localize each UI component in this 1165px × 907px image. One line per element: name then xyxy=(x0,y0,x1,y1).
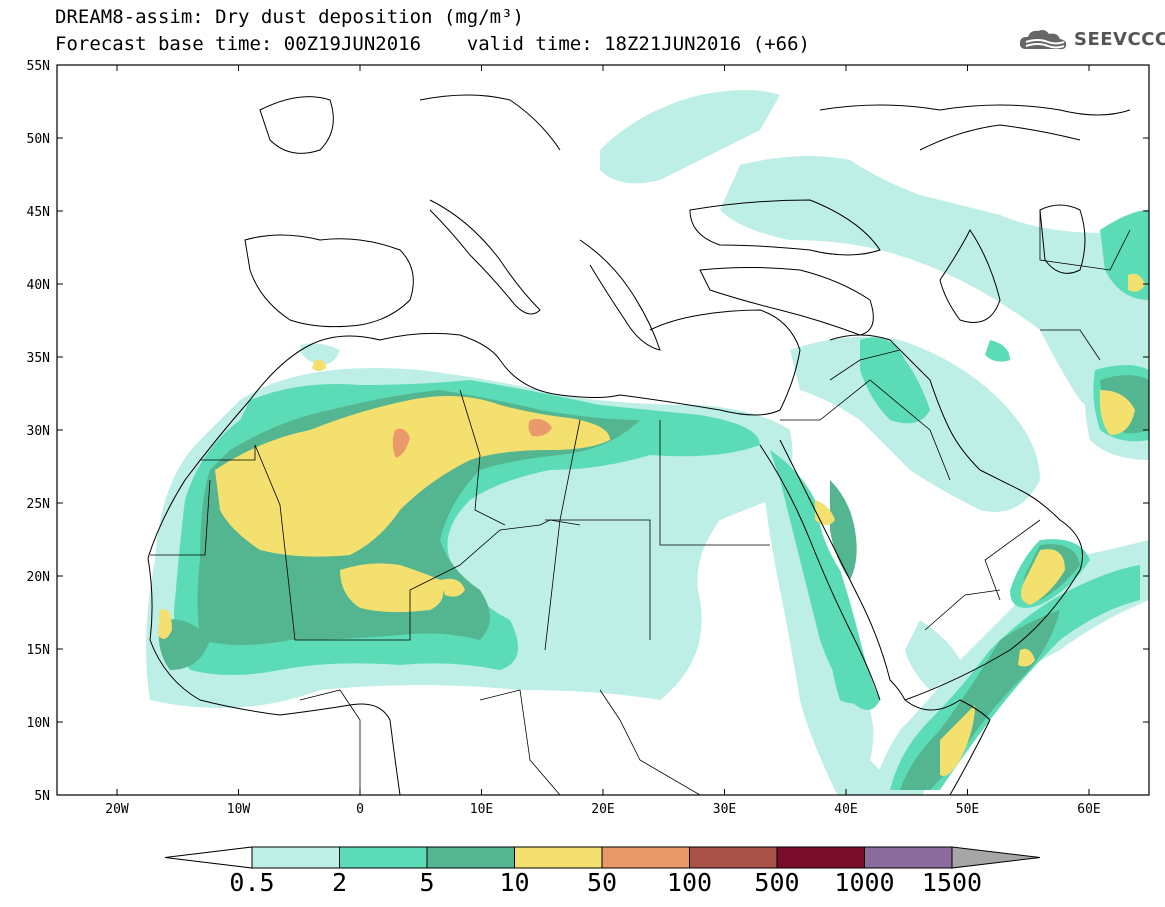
colorbar-bin xyxy=(514,846,603,869)
colorbar-label: 500 xyxy=(754,868,800,897)
colorbar-label: 1500 xyxy=(921,868,983,897)
dust-contours xyxy=(146,90,1149,795)
colorbar-label: 100 xyxy=(666,868,713,897)
lon-label: 30E xyxy=(713,802,736,817)
lon-label: 20W xyxy=(105,802,129,817)
colorbar-label: 0.5 xyxy=(229,868,275,897)
lon-label: 60E xyxy=(1077,802,1100,817)
colorbar-bin xyxy=(689,846,778,869)
colorbar-bin xyxy=(601,846,690,869)
lat-label: 55N xyxy=(27,59,50,74)
lat-label: 35N xyxy=(27,351,50,366)
lat-label: 40N xyxy=(27,278,50,293)
lat-label: 25N xyxy=(27,497,50,512)
lat-label: 5N xyxy=(34,789,50,804)
colorbar-label: 1000 xyxy=(834,868,895,897)
level-10-50-contour xyxy=(158,273,1145,776)
lat-label: 45N xyxy=(27,205,50,220)
level-50-100-contour xyxy=(392,419,552,458)
colorbar-bin xyxy=(864,846,953,869)
lat-label: 20N xyxy=(27,570,50,585)
longitude-axis: 20W 10W 0 10E 20E 30E 40E 50E 60E xyxy=(105,65,1101,817)
lon-label: 10W xyxy=(227,802,251,817)
colorbar-label: 5 xyxy=(419,868,435,897)
country-borders xyxy=(150,210,1131,795)
lat-label: 15N xyxy=(27,643,50,658)
colorbar-label: 2 xyxy=(331,868,348,897)
colorbar xyxy=(164,846,1041,869)
colorbar-label: 10 xyxy=(499,868,530,897)
lon-label: 40E xyxy=(834,802,857,817)
logo-text: SEEVCCC xyxy=(1074,29,1165,50)
coastlines xyxy=(147,94,1131,795)
seevccc-logo: SEEVCCC xyxy=(1018,27,1165,53)
lon-label: 0 xyxy=(356,802,364,817)
lat-label: 30N xyxy=(27,424,50,439)
lat-label: 10N xyxy=(27,716,50,731)
lon-label: 50E xyxy=(956,802,979,817)
colorbar-arrow-low xyxy=(164,846,253,869)
map-title: DREAM8-assim: Dry dust deposition (mg/m³… xyxy=(55,6,524,28)
colorbar-bin xyxy=(776,846,865,869)
colorbar-bin xyxy=(339,846,428,869)
cloud-icon xyxy=(1019,30,1067,50)
lon-label: 10E xyxy=(470,802,493,817)
latitude-axis: 55N 50N 45N 40N 35N 30N 25N 20N 15N 10N 5N xyxy=(27,59,1149,804)
colorbar-bin xyxy=(251,846,340,869)
colorbar-label: 50 xyxy=(586,868,618,897)
lat-label: 50N xyxy=(27,132,50,147)
forecast-time-line: Forecast base time: 00Z19JUN2016 valid t… xyxy=(55,33,810,55)
colorbar-bin xyxy=(426,846,515,869)
colorbar-arrow-high xyxy=(951,846,1041,869)
lon-label: 20E xyxy=(591,802,614,817)
